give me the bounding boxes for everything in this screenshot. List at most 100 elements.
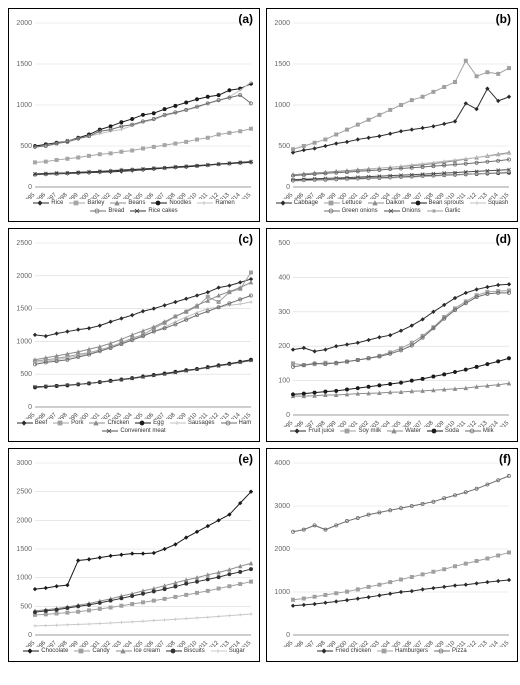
svg-text:1999: 1999 bbox=[66, 412, 80, 419]
legend-label: Garlic bbox=[445, 208, 461, 214]
svg-text:1999: 1999 bbox=[324, 420, 338, 427]
svg-text:2000: 2000 bbox=[274, 20, 290, 27]
legend-item: Ham bbox=[221, 420, 252, 426]
svg-text:1500: 1500 bbox=[274, 61, 290, 68]
svg-text:2013: 2013 bbox=[217, 192, 231, 199]
legend-item: Biscuits bbox=[166, 648, 205, 654]
svg-text:0: 0 bbox=[286, 184, 290, 191]
svg-text:1995: 1995 bbox=[23, 640, 37, 647]
legend-item: Water bbox=[387, 428, 421, 434]
svg-text:1999: 1999 bbox=[324, 640, 338, 647]
legend-c: Beef Pork Chicken Egg Sausages Ham Conve… bbox=[9, 419, 259, 436]
svg-text:0: 0 bbox=[28, 404, 32, 411]
svg-text:1000: 1000 bbox=[16, 338, 32, 345]
svg-text:2003: 2003 bbox=[109, 640, 123, 647]
chart-svg-a: 0500100015002000199519961997199819992000… bbox=[9, 9, 259, 199]
panel-label: (d) bbox=[496, 232, 511, 246]
svg-text:1995: 1995 bbox=[281, 192, 295, 199]
svg-text:1998: 1998 bbox=[55, 192, 69, 199]
svg-text:2015: 2015 bbox=[239, 640, 253, 647]
legend-label: Candy bbox=[92, 648, 109, 654]
svg-text:1000: 1000 bbox=[274, 589, 290, 596]
svg-text:2001: 2001 bbox=[88, 640, 102, 647]
svg-text:2014: 2014 bbox=[486, 420, 500, 427]
legend-item: Bread bbox=[90, 208, 124, 214]
svg-text:2010: 2010 bbox=[185, 412, 199, 419]
svg-text:2000: 2000 bbox=[77, 640, 91, 647]
svg-text:2003: 2003 bbox=[109, 412, 123, 419]
legend-label: Sugar bbox=[229, 648, 245, 654]
legend-item: Noodles bbox=[151, 200, 191, 206]
svg-text:2012: 2012 bbox=[206, 412, 220, 419]
svg-text:2004: 2004 bbox=[378, 420, 392, 427]
legend-label: Egg bbox=[153, 420, 164, 426]
svg-text:1996: 1996 bbox=[292, 640, 306, 647]
legend-label: Chocolate bbox=[41, 648, 68, 654]
svg-text:1996: 1996 bbox=[34, 192, 48, 199]
legend-item: Rice bbox=[33, 200, 63, 206]
legend-label: Squash bbox=[488, 200, 508, 206]
legend-label: Green onions bbox=[342, 208, 378, 214]
svg-text:2011: 2011 bbox=[454, 420, 468, 427]
legend-label: Beef bbox=[35, 420, 47, 426]
svg-text:1998: 1998 bbox=[313, 640, 327, 647]
svg-text:2004: 2004 bbox=[120, 640, 134, 647]
legend-item: Egg bbox=[135, 420, 164, 426]
svg-text:2001: 2001 bbox=[88, 412, 102, 419]
svg-text:2011: 2011 bbox=[454, 640, 468, 647]
legend-item: Barley bbox=[69, 200, 104, 206]
svg-text:2002: 2002 bbox=[98, 192, 112, 199]
legend-label: Ramen bbox=[215, 200, 234, 206]
svg-text:2007: 2007 bbox=[410, 192, 424, 199]
svg-text:2007: 2007 bbox=[152, 412, 166, 419]
panel-label: (a) bbox=[238, 12, 253, 26]
legend-label: Pork bbox=[71, 420, 83, 426]
legend-label: Chicken bbox=[107, 420, 129, 426]
svg-text:2010: 2010 bbox=[185, 640, 199, 647]
svg-text:1000: 1000 bbox=[16, 102, 32, 109]
svg-text:2009: 2009 bbox=[174, 192, 188, 199]
panel-c: (c)0500100015002000250019951996199719981… bbox=[8, 228, 260, 442]
svg-text:500: 500 bbox=[20, 371, 32, 378]
svg-text:1997: 1997 bbox=[302, 192, 316, 199]
svg-text:2001: 2001 bbox=[346, 420, 360, 427]
svg-text:2014: 2014 bbox=[228, 640, 242, 647]
svg-text:1000: 1000 bbox=[16, 575, 32, 582]
svg-text:2000: 2000 bbox=[335, 640, 349, 647]
legend-label: Soda bbox=[445, 428, 459, 434]
svg-text:300: 300 bbox=[278, 309, 290, 316]
panel-a: (a)0500100015002000199519961997199819992… bbox=[8, 8, 260, 222]
svg-text:1997: 1997 bbox=[44, 192, 58, 199]
chart-grid: (a)0500100015002000199519961997199819992… bbox=[8, 8, 512, 662]
svg-text:2002: 2002 bbox=[356, 640, 370, 647]
legend-label: Lettuce bbox=[342, 200, 362, 206]
legend-label: Bread bbox=[108, 208, 124, 214]
legend-label: Fruit juice bbox=[308, 428, 334, 434]
legend-d: Fruit juice Soy milk Water Soda Milk bbox=[267, 427, 517, 436]
legend-label: Water bbox=[405, 428, 421, 434]
svg-text:500: 500 bbox=[20, 603, 32, 610]
legend-item: Rice cakes bbox=[130, 208, 177, 214]
svg-text:2013: 2013 bbox=[217, 412, 231, 419]
legend-label: Cabbage bbox=[294, 200, 318, 206]
svg-text:2014: 2014 bbox=[228, 192, 242, 199]
svg-text:2011: 2011 bbox=[196, 192, 210, 199]
svg-text:1998: 1998 bbox=[313, 420, 327, 427]
legend-label: Beans bbox=[128, 200, 145, 206]
svg-text:2010: 2010 bbox=[185, 192, 199, 199]
svg-text:1997: 1997 bbox=[302, 640, 316, 647]
svg-text:2009: 2009 bbox=[432, 640, 446, 647]
legend-label: Hamburgers bbox=[395, 648, 428, 654]
legend-label: Bean sprouts bbox=[429, 200, 464, 206]
svg-text:2010: 2010 bbox=[443, 640, 457, 647]
svg-text:1995: 1995 bbox=[23, 412, 37, 419]
svg-text:1995: 1995 bbox=[23, 192, 37, 199]
svg-text:2000: 2000 bbox=[335, 192, 349, 199]
legend-label: Milk bbox=[483, 428, 494, 434]
svg-text:1997: 1997 bbox=[44, 640, 58, 647]
svg-text:1997: 1997 bbox=[44, 412, 58, 419]
svg-text:2009: 2009 bbox=[432, 420, 446, 427]
svg-text:1998: 1998 bbox=[313, 192, 327, 199]
svg-text:2015: 2015 bbox=[497, 420, 511, 427]
svg-text:2000: 2000 bbox=[16, 273, 32, 280]
